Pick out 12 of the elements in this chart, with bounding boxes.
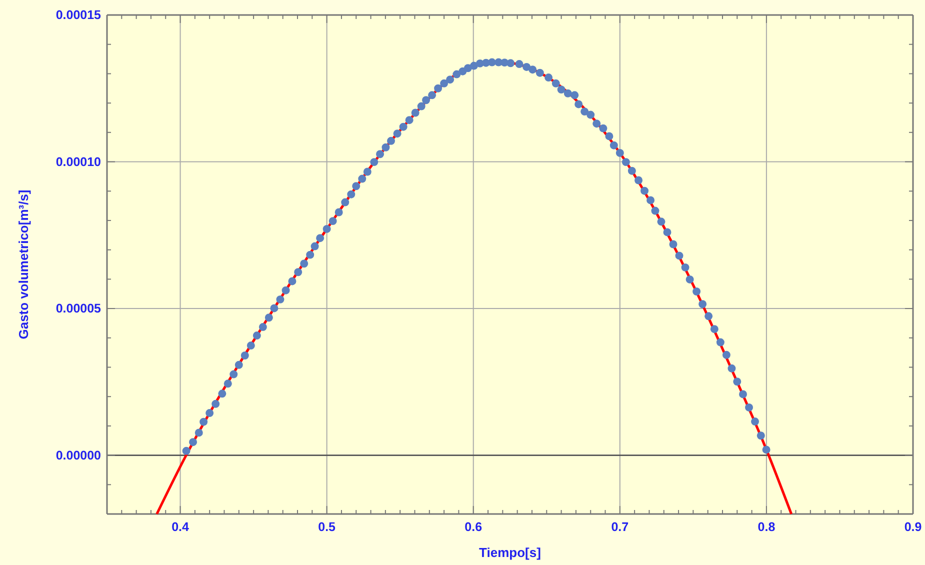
y-tick-label: 0.00005 [56,302,102,316]
x-tick-label: 0.7 [611,520,629,534]
x-tick-label: 0.9 [904,520,922,534]
y-axis-title: Gasto volumetrico[m³/s] [16,190,31,340]
x-tick-label: 0.6 [464,520,482,534]
y-tick-label: 0.00000 [56,448,102,462]
x-axis-title: Tiempo[s] [479,545,541,560]
x-tick-label: 0.5 [318,520,336,534]
y-tick-label: 0.00015 [56,8,102,22]
x-tick-label: 0.4 [172,520,189,534]
x-tick-label: 0.8 [758,520,776,534]
y-tick-label: 0.00010 [56,154,102,169]
